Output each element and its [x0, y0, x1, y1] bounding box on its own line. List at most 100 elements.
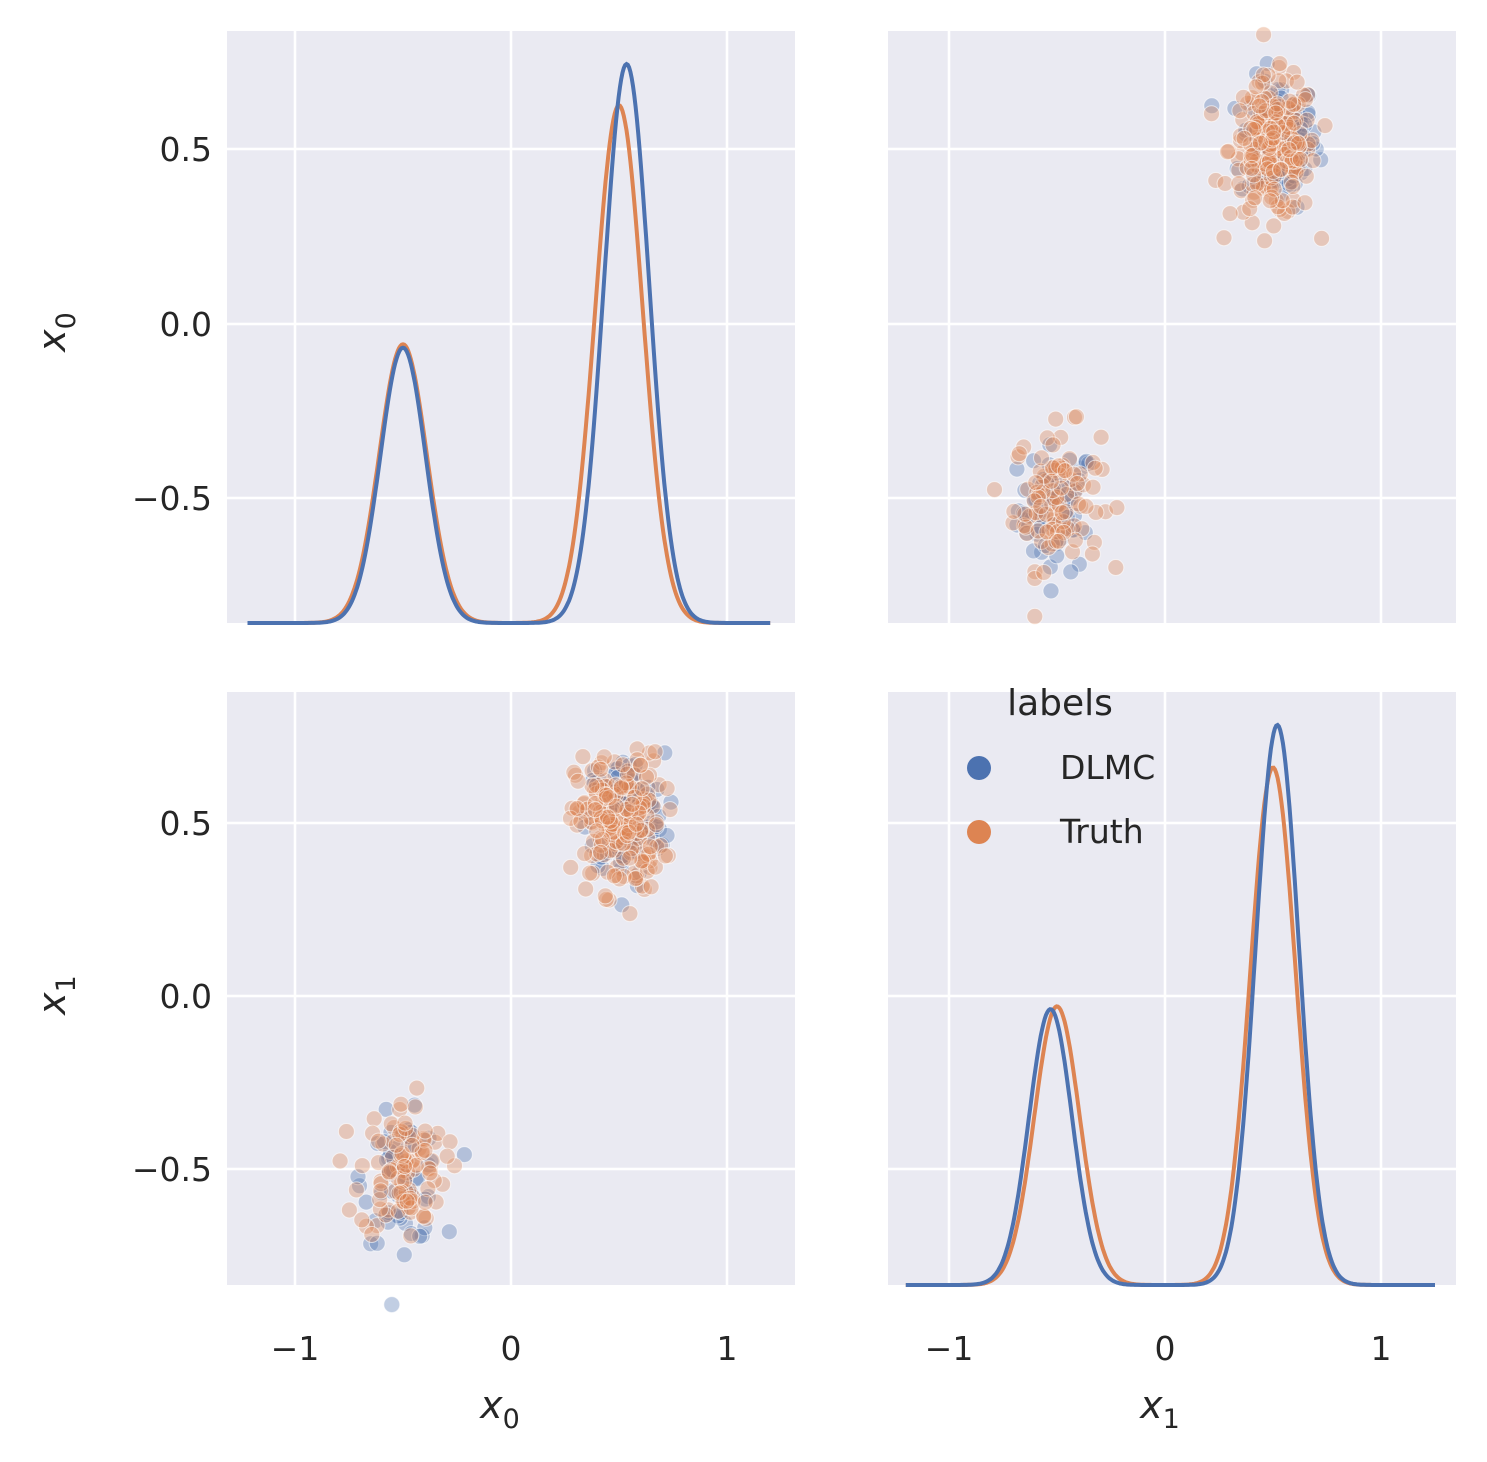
legend-marker-dlmc	[967, 756, 991, 780]
scatter-point-truth	[586, 801, 604, 819]
scatter-point-truth	[1042, 472, 1060, 490]
scatter-point-truth	[408, 1079, 426, 1097]
scatter-point-truth	[569, 772, 587, 790]
legend-label-dlmc: DLMC	[1060, 748, 1155, 787]
scatter-point-truth	[1264, 162, 1282, 180]
scatter-point-truth	[1052, 479, 1070, 497]
scatter-point-truth	[599, 808, 616, 826]
y-tick-label: 0.0	[160, 977, 212, 1016]
scatter-point-truth	[1234, 88, 1252, 106]
scatter-point-truth	[1247, 78, 1265, 96]
scatter-point-truth	[1244, 146, 1262, 164]
scatter-point-truth	[1230, 175, 1248, 193]
scatter-point-truth	[1251, 134, 1269, 152]
scatter-point-truth	[1270, 72, 1288, 90]
scatter-point-truth	[1246, 189, 1264, 207]
scatter-point-truth	[1267, 104, 1285, 122]
scatter-point-truth	[397, 1120, 415, 1137]
scatter-point-truth	[1086, 459, 1104, 477]
scatter-point-dlmc	[362, 1235, 380, 1253]
scatter-point-truth	[577, 880, 595, 898]
y-tick-label: −0.5	[132, 479, 212, 518]
scatter-point-truth	[331, 1152, 349, 1170]
scatter-point-truth	[402, 1227, 420, 1245]
scatter-point-truth	[1067, 408, 1085, 426]
scatter-point-truth	[1083, 545, 1101, 563]
scatter-point-truth	[1220, 142, 1238, 160]
scatter-point-truth	[596, 887, 614, 905]
scatter-point-truth	[1273, 192, 1291, 210]
x-axis-label-col1: x1	[1139, 1383, 1180, 1435]
scatter-point-truth	[581, 864, 599, 882]
scatter-point-truth	[1068, 475, 1086, 492]
scatter-point-truth	[1050, 532, 1068, 550]
x-tick-label: 1	[1371, 1329, 1392, 1368]
scatter-point-truth	[1026, 563, 1044, 581]
scatter-point-truth	[1016, 505, 1034, 523]
scatter-point-truth	[1280, 141, 1298, 159]
scatter-point-truth	[1264, 129, 1282, 147]
scatter-point-truth	[1027, 474, 1045, 492]
scatter-point-truth	[1250, 97, 1268, 115]
scatter-point-truth	[1235, 129, 1253, 147]
scatter-point-truth	[1005, 502, 1023, 520]
scatter-point-truth	[1275, 205, 1293, 222]
scatter-point-truth	[353, 1157, 371, 1175]
legend-marker-truth	[967, 820, 991, 844]
scatter-point-truth	[1025, 492, 1043, 510]
grid-lines	[888, 31, 1456, 623]
scatter-point-truth	[658, 779, 676, 797]
scatter-point-truth	[986, 481, 1003, 499]
scatter-point-truth	[1256, 232, 1274, 250]
y-tick-label: 0.5	[160, 130, 212, 169]
scatter-point-dlmc	[368, 1234, 386, 1252]
scatter-point-truth	[616, 824, 634, 842]
scatter-point-truth	[1065, 465, 1083, 483]
scatter-point-truth	[627, 870, 644, 888]
scatter-point-truth	[392, 1095, 410, 1113]
scatter-point-truth	[592, 760, 610, 778]
scatter-point-truth	[593, 830, 611, 848]
scatter-point-truth	[1296, 194, 1314, 212]
scatter-point-truth	[1288, 73, 1306, 91]
scatter-point-truth	[588, 822, 606, 840]
kde-curves-x1	[905, 722, 1435, 1287]
scatter-point-truth	[562, 858, 580, 876]
scatter-point-truth	[565, 763, 583, 781]
scatter-point-truth	[1243, 159, 1261, 177]
scatter-point-truth	[1032, 498, 1050, 515]
scatter-point-truth	[1316, 117, 1334, 135]
scatter-point-dlmc	[411, 1227, 429, 1245]
scatter-point-truth	[633, 780, 651, 798]
scatter-point-truth	[416, 1122, 434, 1140]
scatter-point-truth	[621, 849, 639, 867]
scatter-point-dlmc	[455, 1146, 473, 1164]
scatter-point-truth	[337, 1123, 355, 1140]
panel-row0-col1	[888, 26, 1456, 625]
panel-background	[888, 692, 1456, 1285]
scatter-point-truth	[627, 815, 645, 833]
scatter-point-truth	[1044, 459, 1061, 477]
scatter-point-truth	[415, 1208, 433, 1226]
scatter-point-truth	[1248, 175, 1266, 193]
scatter-point-truth	[1255, 26, 1273, 44]
y-tick-label: 0.0	[160, 305, 212, 344]
panel-row1-col0	[227, 692, 795, 1314]
scatter-point-truth	[1026, 607, 1044, 625]
kde-curves-x0	[247, 61, 771, 625]
grid-lines	[227, 31, 795, 623]
scatter-points-x1-vs-x0	[986, 26, 1334, 625]
y-axis-label-row0: x0	[30, 312, 82, 353]
scatter-point-truth	[612, 779, 630, 797]
scatter-point-truth	[1272, 161, 1290, 179]
scatter-point-truth	[1087, 503, 1105, 521]
scatter-point-truth	[347, 1181, 365, 1199]
scatter-point-truth	[416, 1193, 434, 1211]
scatter-point-truth	[1245, 166, 1263, 184]
scatter-point-truth	[1313, 229, 1331, 247]
scatter-point-truth	[1285, 114, 1303, 132]
y-tick-labels-row1: 0.5 0.0 −0.5	[132, 804, 212, 1189]
scatter-point-truth	[642, 878, 660, 896]
scatter-point-truth	[574, 748, 592, 766]
scatter-point-truth	[396, 1158, 413, 1175]
